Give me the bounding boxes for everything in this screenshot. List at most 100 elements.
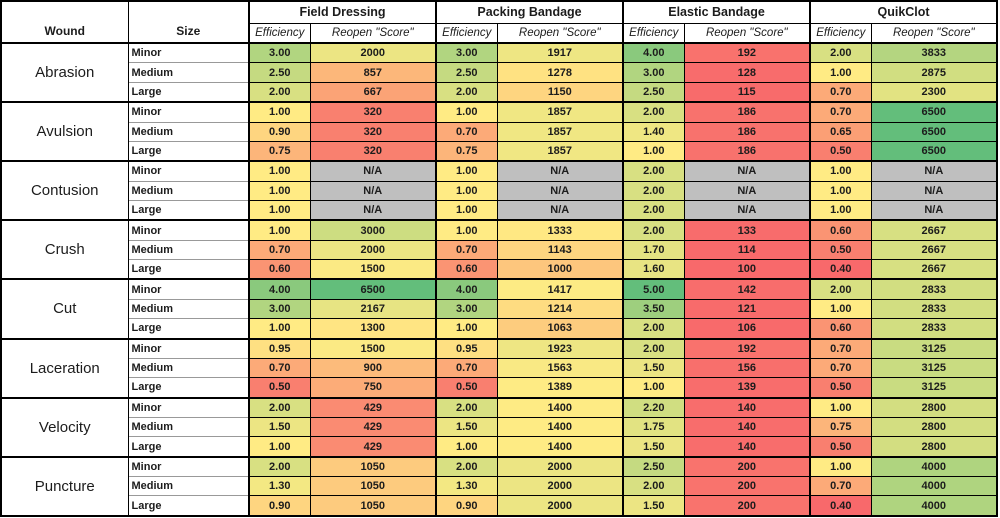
reopen-score-cell: N/A [496, 160, 624, 182]
efficiency-cell: 1.00 [809, 298, 872, 320]
efficiency-cell: 2.00 [622, 199, 685, 221]
subheader-reopen-score: Reopen "Score" [309, 22, 437, 44]
size-label: Medium [127, 239, 250, 260]
size-label: Medium [127, 121, 250, 142]
size-label: Minor [127, 455, 250, 478]
group-header-elastic-bandage: Elastic Bandage [622, 0, 811, 24]
efficiency-cell: 1.00 [435, 219, 498, 241]
efficiency-cell: 2.50 [622, 455, 685, 478]
reopen-score-cell: 1500 [309, 337, 437, 359]
reopen-score-cell: 1400 [496, 436, 624, 458]
wound-name: Cut [0, 278, 129, 340]
size-label: Large [127, 140, 250, 162]
efficiency-cell: 2.00 [248, 455, 311, 478]
efficiency-cell: 3.50 [622, 298, 685, 320]
reopen-score-cell: 1400 [496, 396, 624, 419]
subheader-efficiency: Efficiency [809, 22, 872, 44]
efficiency-cell: 0.50 [809, 436, 872, 458]
efficiency-cell: 2.00 [435, 81, 498, 103]
efficiency-cell: 2.00 [435, 455, 498, 478]
efficiency-cell: 0.50 [809, 377, 872, 399]
wound-column-header: Wound [0, 0, 129, 44]
efficiency-cell: 0.70 [435, 239, 498, 260]
efficiency-cell: 0.90 [248, 495, 311, 517]
reopen-score-cell: 1400 [496, 417, 624, 438]
reopen-score-cell: 2800 [870, 417, 998, 438]
efficiency-cell: 0.70 [435, 357, 498, 379]
reopen-score-cell: 1278 [496, 62, 624, 83]
efficiency-cell: 0.60 [809, 219, 872, 241]
efficiency-cell: 5.00 [622, 278, 685, 300]
reopen-score-cell: 1063 [496, 318, 624, 340]
reopen-score-cell: 2167 [309, 298, 437, 320]
reopen-score-cell: 142 [683, 278, 811, 300]
size-label: Minor [127, 42, 250, 64]
reopen-score-cell: 320 [309, 140, 437, 162]
efficiency-cell: 1.00 [248, 180, 311, 201]
reopen-score-cell: 1214 [496, 298, 624, 320]
reopen-score-cell: 1050 [309, 476, 437, 497]
efficiency-cell: 1.00 [809, 160, 872, 182]
efficiency-cell: 1.00 [248, 101, 311, 123]
reopen-score-cell: 3125 [870, 337, 998, 359]
reopen-score-cell: 200 [683, 455, 811, 478]
subheader-reopen-score: Reopen "Score" [870, 22, 998, 44]
efficiency-cell: 0.95 [435, 337, 498, 359]
group-header-quikclot: QuikClot [809, 0, 998, 24]
efficiency-cell: 1.40 [622, 121, 685, 142]
efficiency-cell: 1.50 [622, 495, 685, 517]
reopen-score-cell: 6500 [870, 101, 998, 123]
wound-name: Abrasion [0, 41, 129, 103]
reopen-score-cell: 100 [683, 258, 811, 280]
reopen-score-cell: 6500 [309, 278, 437, 300]
efficiency-cell: 3.00 [435, 298, 498, 320]
reopen-score-cell: 1500 [309, 258, 437, 280]
efficiency-cell: 1.00 [248, 219, 311, 241]
subheader-efficiency: Efficiency [622, 22, 685, 44]
reopen-score-cell: 2800 [870, 396, 998, 419]
efficiency-cell: 1.00 [622, 377, 685, 399]
efficiency-cell: 1.00 [435, 199, 498, 221]
size-label: Minor [127, 160, 250, 182]
reopen-score-cell: 1050 [309, 455, 437, 478]
efficiency-cell: 2.00 [435, 396, 498, 419]
reopen-score-cell: 4000 [870, 455, 998, 478]
reopen-score-cell: 2875 [870, 62, 998, 83]
reopen-score-cell: 1923 [496, 337, 624, 359]
size-label: Large [127, 318, 250, 340]
reopen-score-cell: 128 [683, 62, 811, 83]
efficiency-cell: 0.60 [248, 258, 311, 280]
efficiency-cell: 0.75 [435, 140, 498, 162]
efficiency-cell: 1.00 [248, 199, 311, 221]
efficiency-cell: 3.00 [248, 42, 311, 64]
efficiency-cell: 0.90 [248, 121, 311, 142]
efficiency-cell: 1.50 [622, 436, 685, 458]
efficiency-cell: 3.00 [622, 62, 685, 83]
efficiency-cell: 0.70 [809, 337, 872, 359]
reopen-score-cell: 429 [309, 417, 437, 438]
reopen-score-cell: 320 [309, 121, 437, 142]
reopen-score-cell: 2000 [496, 476, 624, 497]
size-label: Minor [127, 337, 250, 359]
efficiency-cell: 1.50 [248, 417, 311, 438]
reopen-score-cell: 2000 [496, 495, 624, 517]
efficiency-cell: 1.00 [622, 140, 685, 162]
reopen-score-cell: 857 [309, 62, 437, 83]
reopen-score-cell: 106 [683, 318, 811, 340]
reopen-score-cell: 4000 [870, 476, 998, 497]
subheader-efficiency: Efficiency [435, 22, 498, 44]
size-label: Medium [127, 417, 250, 438]
reopen-score-cell: N/A [309, 180, 437, 201]
efficiency-cell: 1.00 [435, 436, 498, 458]
efficiency-cell: 0.70 [809, 476, 872, 497]
size-label: Medium [127, 180, 250, 201]
reopen-score-cell: 1333 [496, 219, 624, 241]
efficiency-cell: 3.00 [435, 42, 498, 64]
efficiency-cell: 3.00 [248, 298, 311, 320]
size-label: Large [127, 436, 250, 458]
efficiency-cell: 0.50 [248, 377, 311, 399]
reopen-score-cell: 2300 [870, 81, 998, 103]
size-label: Medium [127, 298, 250, 320]
efficiency-cell: 0.40 [809, 495, 872, 517]
